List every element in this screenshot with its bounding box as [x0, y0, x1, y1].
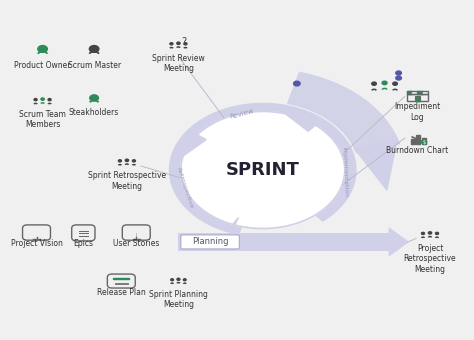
Text: Retrospective: Retrospective — [176, 167, 194, 209]
Polygon shape — [170, 135, 245, 234]
Bar — [417, 90, 422, 94]
Polygon shape — [180, 130, 206, 158]
Bar — [407, 94, 428, 101]
Bar — [415, 97, 420, 101]
Circle shape — [396, 71, 401, 75]
Circle shape — [38, 46, 47, 52]
Text: Sprint Review
Meeting: Sprint Review Meeting — [152, 54, 205, 73]
Text: SPRINT: SPRINT — [226, 161, 300, 179]
Bar — [410, 139, 415, 143]
Bar — [113, 277, 129, 279]
Text: Sprint Retrospective
Meeting: Sprint Retrospective Meeting — [88, 171, 166, 190]
Circle shape — [428, 232, 432, 234]
Circle shape — [184, 43, 187, 45]
Circle shape — [90, 95, 99, 101]
Polygon shape — [231, 218, 238, 233]
Circle shape — [382, 81, 387, 85]
Text: Epics: Epics — [73, 239, 93, 249]
Polygon shape — [282, 111, 323, 131]
Text: Impediment
Log: Impediment Log — [394, 102, 440, 122]
Text: Scrum Team
Members: Scrum Team Members — [19, 110, 66, 129]
Bar — [422, 138, 426, 143]
Text: Planning: Planning — [192, 237, 228, 246]
Text: ?: ? — [181, 37, 186, 47]
FancyBboxPatch shape — [181, 235, 239, 249]
Circle shape — [41, 98, 44, 100]
Text: Implementation: Implementation — [341, 147, 348, 197]
Circle shape — [171, 279, 173, 281]
Polygon shape — [389, 228, 408, 256]
Circle shape — [421, 232, 425, 235]
Circle shape — [181, 112, 345, 228]
Polygon shape — [303, 116, 356, 221]
Circle shape — [132, 160, 136, 162]
Text: Release Plan: Release Plan — [97, 288, 146, 297]
Bar — [407, 90, 428, 94]
Circle shape — [436, 232, 438, 235]
Text: Product Owner: Product Owner — [14, 61, 71, 69]
Bar — [416, 135, 420, 143]
Circle shape — [177, 42, 180, 45]
Text: Sprint Planning
Meeting: Sprint Planning Meeting — [149, 290, 208, 309]
Circle shape — [90, 46, 99, 52]
Polygon shape — [184, 103, 316, 143]
Text: Project Vision: Project Vision — [10, 239, 63, 249]
Text: Review: Review — [229, 107, 254, 120]
Text: $: $ — [422, 140, 426, 145]
Circle shape — [48, 99, 51, 101]
Circle shape — [170, 43, 173, 45]
Bar — [407, 90, 412, 94]
Circle shape — [118, 160, 121, 162]
Circle shape — [177, 278, 180, 280]
Circle shape — [34, 99, 37, 101]
Circle shape — [293, 81, 300, 86]
Polygon shape — [355, 139, 397, 190]
Circle shape — [183, 279, 186, 281]
Text: Steakholders: Steakholders — [69, 108, 119, 117]
Text: Burndown Chart: Burndown Chart — [386, 146, 448, 155]
Circle shape — [421, 140, 427, 144]
Text: Scrum Master: Scrum Master — [68, 61, 121, 69]
Polygon shape — [288, 72, 400, 152]
Bar — [422, 90, 428, 94]
Circle shape — [393, 82, 397, 85]
Text: Project
Retrospective
Meeting: Project Retrospective Meeting — [404, 244, 456, 273]
Circle shape — [396, 76, 401, 80]
Bar — [412, 90, 417, 94]
FancyBboxPatch shape — [178, 233, 389, 251]
Text: User Stories: User Stories — [113, 239, 159, 249]
Circle shape — [372, 82, 376, 85]
Circle shape — [125, 159, 128, 162]
